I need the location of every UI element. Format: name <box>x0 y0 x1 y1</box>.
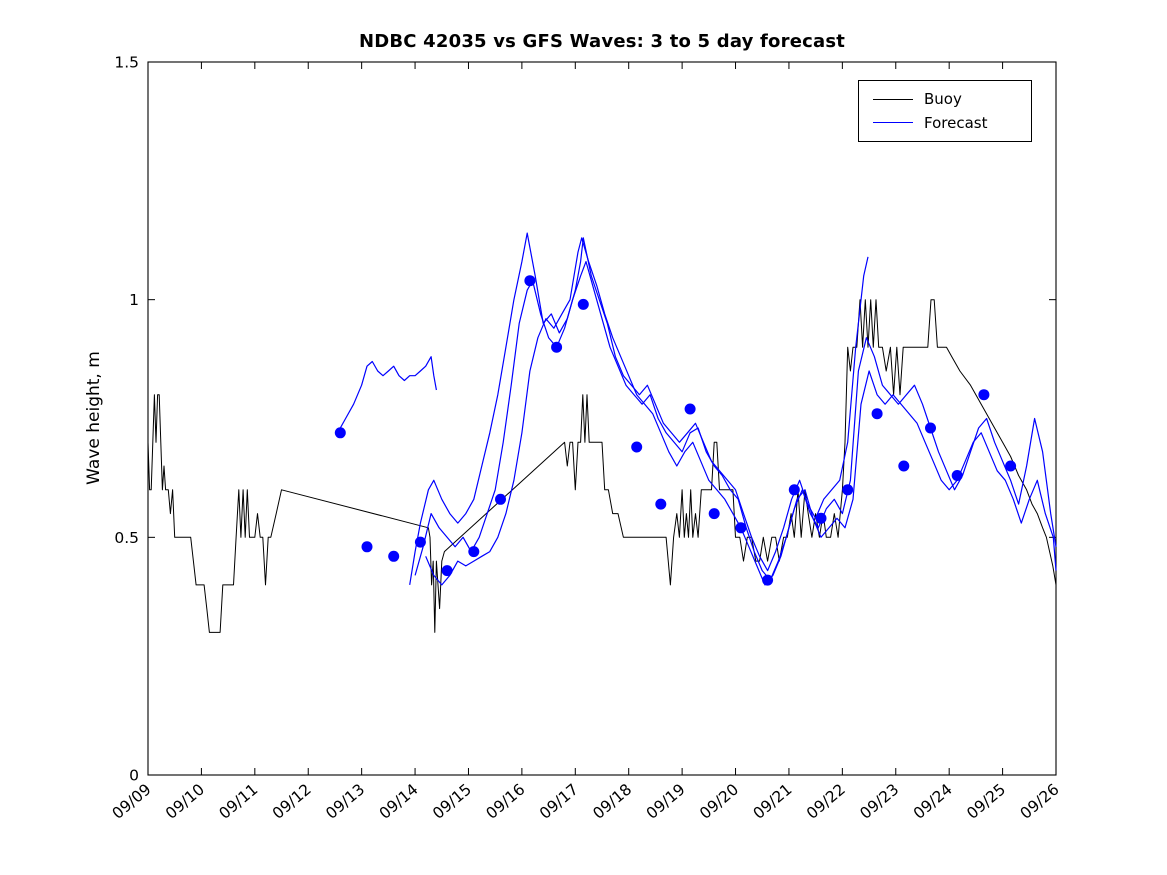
x-tick-label: 09/24 <box>910 780 956 823</box>
forecast-marker <box>871 408 883 420</box>
legend: Buoy Forecast <box>858 80 1032 142</box>
forecast-marker <box>441 565 453 577</box>
forecast-marker <box>361 541 373 553</box>
forecast-marker <box>842 484 854 496</box>
forecast-marker <box>1005 460 1017 472</box>
y-tick-label: 0.5 <box>114 529 139 547</box>
legend-entry-buoy: Buoy <box>873 90 1017 108</box>
x-tick-label: 09/15 <box>429 780 475 823</box>
forecast-marker <box>684 403 696 415</box>
forecast-marker <box>925 422 936 434</box>
forecast-marker <box>978 389 990 401</box>
forecast-marker <box>414 536 426 548</box>
x-tick-label: 09/12 <box>269 780 315 823</box>
forecast-run-2-line <box>409 232 869 585</box>
x-tick-label: 09/14 <box>376 780 422 823</box>
forecast-marker <box>815 512 827 524</box>
y-tick-label: 0 <box>129 767 139 785</box>
forecast-marker <box>898 460 910 472</box>
legend-label-buoy: Buoy <box>924 90 962 109</box>
x-tick-label: 09/16 <box>483 780 529 823</box>
forecast-marker <box>951 470 963 481</box>
forecast-run-1-line <box>337 356 437 434</box>
forecast-marker <box>551 341 563 353</box>
chart-title: NDBC 42035 vs GFS Waves: 3 to 5 day fore… <box>358 31 846 52</box>
forecast-marker <box>468 546 480 558</box>
forecast-marker <box>388 550 400 562</box>
x-tick-label: 09/26 <box>1017 780 1063 823</box>
forecast-marker <box>762 574 774 586</box>
forecast-marker <box>788 484 800 496</box>
forecast-marker <box>577 298 589 310</box>
forecast-marker <box>655 498 667 510</box>
buoy-line <box>147 299 1057 633</box>
axes-box <box>147 61 1057 776</box>
forecast-line-sample-icon <box>873 122 913 124</box>
x-tick-label: 09/10 <box>162 780 208 823</box>
x-tick-label: 09/09 <box>109 780 155 823</box>
x-tick-label: 09/19 <box>643 780 689 823</box>
buoy-line-sample-icon <box>873 98 913 100</box>
x-tick-label: 09/20 <box>696 780 742 823</box>
forecast-run-3-line <box>414 261 1057 581</box>
x-tick-label: 09/17 <box>536 780 582 823</box>
x-tick-label: 09/11 <box>216 780 262 823</box>
forecast-marker <box>334 427 346 439</box>
x-tick-label: 09/25 <box>963 780 1009 823</box>
forecast-marker <box>524 275 536 287</box>
x-tick-label: 09/13 <box>322 780 368 823</box>
legend-label-forecast: Forecast <box>924 113 988 132</box>
forecast-marker <box>735 522 747 534</box>
y-tick-label: 1.5 <box>114 54 139 72</box>
x-tick-label: 09/23 <box>857 780 903 823</box>
x-tick-label: 09/18 <box>589 780 635 823</box>
forecast-marker <box>631 441 643 453</box>
x-tick-label: 09/21 <box>750 780 796 823</box>
y-tick-label: 1 <box>129 291 139 309</box>
x-tick-label: 09/22 <box>803 780 849 823</box>
forecast-marker <box>495 493 506 505</box>
legend-entry-forecast: Forecast <box>873 114 1017 132</box>
forecast-marker <box>708 508 720 520</box>
